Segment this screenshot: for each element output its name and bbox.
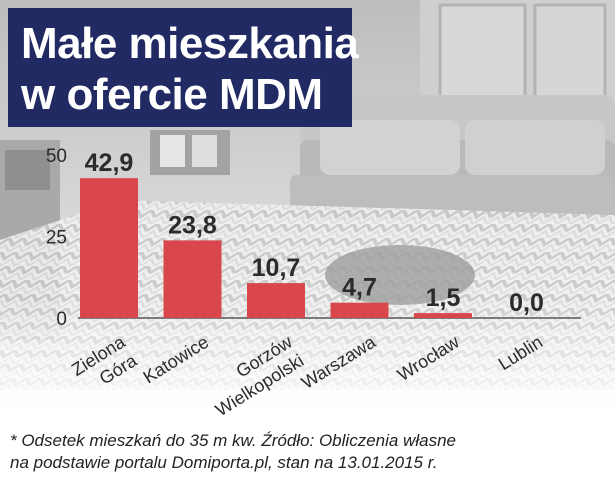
- category-labels: ZielonaGóra Katowice GorzówWielkopolskiWar…: [68, 331, 546, 420]
- bar: [330, 302, 389, 318]
- bar-chart: 0 25 50 42,9 23,8 10,7 4,7 1,5 0,0 ZielonaGóra K…: [46, 146, 581, 420]
- bar-value-label: 23,8: [168, 211, 217, 239]
- title-line-1: Małe mieszkania: [21, 19, 359, 68]
- category-label: Warszawa: [298, 331, 380, 393]
- y-tick-label: 50: [46, 146, 67, 167]
- bar-value-label: 1,5: [426, 284, 461, 312]
- bar: [80, 178, 138, 318]
- category-label: Lublin: [495, 332, 546, 374]
- title-line-2: w ofercie MDM: [21, 70, 323, 119]
- footnote-line-2: na podstawie portalu Domiporta.pl, stan …: [10, 453, 438, 472]
- bar-value-label: 0,0: [509, 289, 544, 317]
- bar-value-label: 10,7: [252, 254, 301, 282]
- bar-value-label: 4,7: [342, 274, 377, 302]
- y-axis: 0 25 50: [46, 146, 581, 330]
- footnote: * Odsetek mieszkań do 35 m kw. Źródło: O…: [10, 430, 610, 474]
- bar: [414, 313, 472, 318]
- value-labels: 42,9 23,8 10,7 4,7 1,5 0,0: [85, 149, 544, 317]
- category-label: Wrocław: [394, 331, 464, 385]
- category-label: Katowice: [140, 332, 213, 388]
- bars: [80, 178, 472, 318]
- y-tick-label: 0: [56, 309, 67, 330]
- y-tick-label: 25: [46, 228, 67, 249]
- title-box: Małe mieszkania w ofercie MDM: [8, 8, 359, 127]
- bar: [247, 283, 305, 318]
- category-label: GorzówWielkopolski: [200, 331, 308, 420]
- footnote-line-1: * Odsetek mieszkań do 35 m kw. Źródło: O…: [10, 431, 456, 450]
- bar-value-label: 42,9: [85, 149, 134, 177]
- category-label: ZielonaGóra: [68, 331, 141, 398]
- bar: [163, 240, 222, 318]
